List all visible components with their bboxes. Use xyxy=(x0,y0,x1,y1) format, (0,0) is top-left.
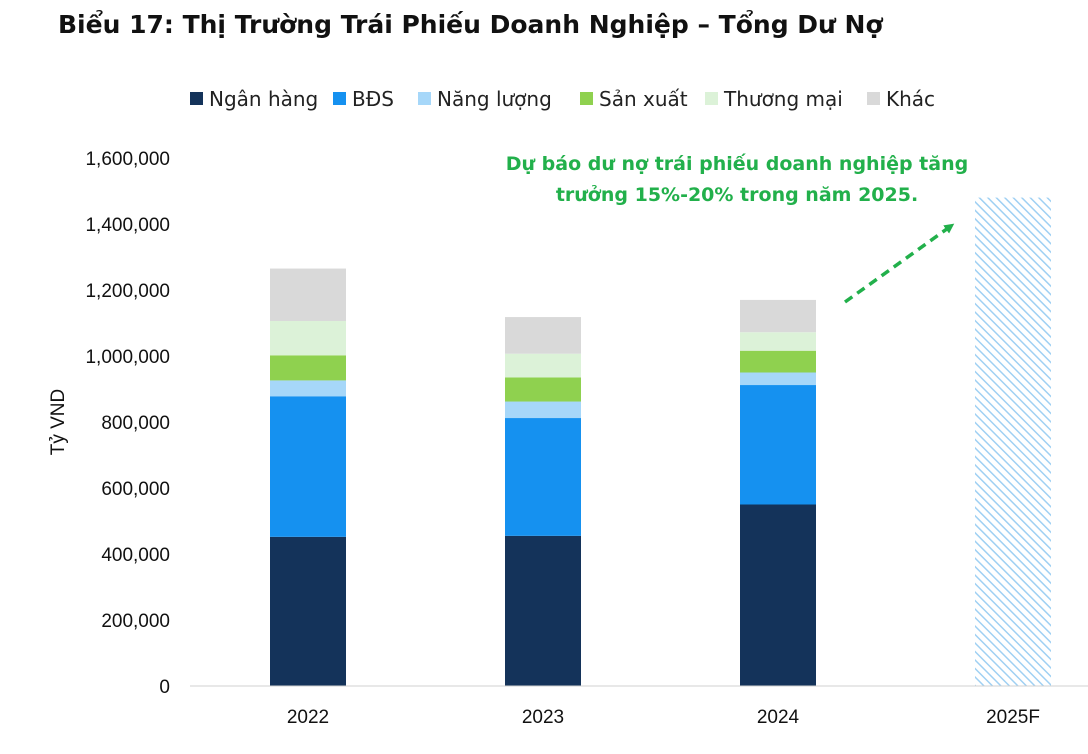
legend-swatch xyxy=(867,92,880,105)
legend-item: Năng lượng xyxy=(418,87,552,111)
y-tick-label: 1,000,000 xyxy=(85,347,170,368)
x-tick-label: 2022 xyxy=(287,707,329,728)
bar-segment xyxy=(505,418,581,536)
y-tick-label: 1,400,000 xyxy=(85,215,170,236)
legend-item: Ngân hàng xyxy=(190,87,318,111)
bar-segment xyxy=(505,535,581,686)
bar-segment xyxy=(270,321,346,356)
bar-segment xyxy=(740,504,816,686)
x-tick-label: 2023 xyxy=(522,707,564,728)
bar-segment xyxy=(740,332,816,351)
bar-segment xyxy=(270,380,346,397)
annotation-arrow xyxy=(843,223,955,304)
legend-label: Thương mại xyxy=(723,87,843,111)
legend-swatch xyxy=(418,92,431,105)
bars xyxy=(270,197,1051,686)
y-tick-label: 1,200,000 xyxy=(85,281,170,302)
annotation-text-line: Dự báo dư nợ trái phiếu doanh nghiệp tăn… xyxy=(506,152,968,175)
legend-swatch xyxy=(580,92,593,105)
legend-label: Khác xyxy=(886,87,935,111)
bar-segment xyxy=(740,299,816,333)
x-tick-label: 2025F xyxy=(986,707,1040,728)
x-tick-label: 2024 xyxy=(757,707,800,728)
legend-item: Sản xuất xyxy=(580,87,688,111)
forecast-bar xyxy=(975,197,1051,686)
chart-title: Biểu 17: Thị Trường Trái Phiếu Doanh Ngh… xyxy=(58,10,883,39)
legend-item: Thương mại xyxy=(705,87,843,111)
y-tick-label: 800,000 xyxy=(101,413,170,434)
bar-segment xyxy=(270,536,346,686)
y-tick-label: 400,000 xyxy=(101,545,170,566)
y-axis: 0 200,000 400,000 600,000 800,000 1,000,000 1,… xyxy=(48,149,170,698)
bar-segment xyxy=(505,401,581,419)
legend-item: Khác xyxy=(867,87,935,111)
bar-segment xyxy=(740,385,816,505)
bar-segment xyxy=(270,268,346,322)
legend: Ngân hàng BĐS Năng lượng Sản xuất Thương mại… xyxy=(190,87,935,111)
legend-swatch xyxy=(333,92,346,105)
bar-segment xyxy=(505,317,581,354)
annotation-text-line: trưởng 15%-20% trong năm 2025. xyxy=(556,184,918,206)
legend-swatch xyxy=(190,92,203,105)
bar-segment xyxy=(505,353,581,378)
legend-label: Ngân hàng xyxy=(209,87,318,111)
legend-swatch xyxy=(705,92,718,105)
y-tick-label: 600,000 xyxy=(101,479,170,500)
bar-segment xyxy=(270,355,346,381)
y-tick-label: 0 xyxy=(159,677,170,698)
bar-segment xyxy=(505,377,581,402)
bar-segment xyxy=(740,372,816,386)
legend-label: Sản xuất xyxy=(599,87,688,111)
legend-label: BĐS xyxy=(352,87,394,111)
forecast-annotation: Dự báo dư nợ trái phiếu doanh nghiệp tăn… xyxy=(506,152,968,304)
x-axis: 2022 2023 2024 2025F xyxy=(190,685,1088,728)
bar-segment xyxy=(740,350,816,373)
y-tick-label: 200,000 xyxy=(101,611,170,632)
y-axis-label: Tỷ VND xyxy=(48,389,69,456)
bar-segment xyxy=(270,396,346,537)
legend-label: Năng lượng xyxy=(437,87,552,111)
y-tick-label: 1,600,000 xyxy=(85,149,170,170)
legend-item: BĐS xyxy=(333,87,394,111)
